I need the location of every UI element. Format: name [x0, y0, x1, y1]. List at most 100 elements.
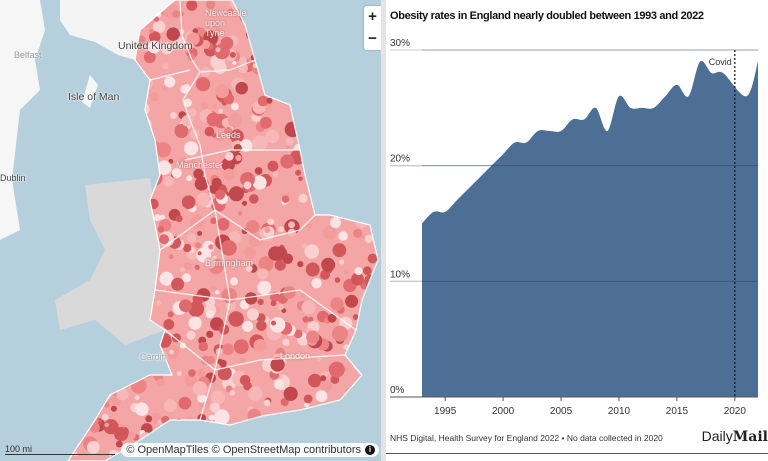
choropleth-area	[308, 21, 313, 26]
choropleth-area	[68, 204, 73, 213]
choropleth-area	[206, 330, 214, 338]
choropleth-area	[354, 101, 364, 111]
choropleth-area	[352, 358, 365, 371]
choropleth-area	[188, 301, 204, 317]
choropleth-area	[348, 171, 358, 181]
choropleth-area	[161, 85, 168, 91]
ireland-land	[0, 0, 45, 240]
choropleth-area	[161, 42, 174, 55]
attribution-text[interactable]: © OpenMapTiles © OpenStreetMap contribut…	[126, 444, 361, 456]
choropleth-area	[334, 209, 341, 216]
choropleth-area	[264, 0, 275, 7]
choropleth-area	[363, 336, 378, 352]
choropleth-area	[351, 132, 367, 148]
logo-mail: Mail	[732, 429, 768, 445]
choropleth-area	[116, 388, 129, 401]
choropleth-area	[336, 10, 344, 18]
choropleth-area	[174, 124, 189, 138]
choropleth-area	[353, 228, 363, 238]
choropleth-area	[139, 119, 147, 127]
choropleth-area	[328, 186, 338, 196]
choropleth-area	[370, 97, 378, 106]
choropleth-area	[363, 186, 378, 200]
zoom-in-button[interactable]: +	[368, 8, 377, 25]
choropleth-area	[114, 124, 127, 136]
choropleth-area	[209, 402, 220, 413]
x-tick-label: 2020	[724, 406, 747, 417]
choropleth-area	[162, 176, 174, 187]
choropleth-area	[115, 370, 129, 383]
choropleth-area	[301, 122, 314, 135]
choropleth-area	[364, 79, 370, 85]
choropleth-area	[110, 71, 124, 86]
choropleth-area	[252, 175, 267, 190]
choropleth-area	[57, 271, 68, 282]
choropleth-area	[75, 407, 89, 421]
choropleth-area	[92, 358, 107, 374]
area-chart: 0% 10% 20% 30% 1995 2000 2005 2010 2015 2020 Covid	[390, 38, 758, 417]
choropleth-area	[193, 168, 204, 180]
choropleth-area	[233, 144, 242, 153]
choropleth-area	[116, 138, 121, 143]
choropleth-area	[135, 345, 141, 351]
choropleth-area	[239, 374, 251, 386]
choropleth-area	[104, 73, 119, 89]
choropleth-area	[211, 177, 222, 188]
choropleth-area	[312, 125, 322, 135]
choropleth-area	[281, 22, 294, 35]
info-icon[interactable]: i	[365, 445, 375, 455]
zoom-out-button[interactable]: −	[368, 30, 377, 47]
choropleth-area	[188, 316, 202, 330]
choropleth-area	[297, 133, 309, 145]
choropleth-area	[351, 272, 364, 286]
choropleth-area	[82, 335, 96, 349]
choropleth-area	[309, 56, 318, 65]
choropleth-area	[194, 176, 209, 191]
choropleth-area	[172, 418, 186, 432]
choropleth-area	[327, 313, 337, 323]
choropleth-area	[82, 63, 89, 70]
choropleth-area	[58, 254, 66, 262]
choropleth-area	[196, 192, 210, 207]
zoom-control: + −	[364, 6, 381, 50]
obesity-map[interactable]: Newcastle upon Tyne United Kingdom Belfa…	[0, 0, 381, 461]
choropleth-area	[68, 202, 69, 215]
choropleth-area	[187, 233, 197, 243]
choropleth-area	[110, 405, 117, 412]
choropleth-area	[210, 217, 218, 225]
choropleth-area	[233, 339, 249, 354]
choropleth-area	[267, 218, 275, 226]
choropleth-area	[352, 73, 360, 80]
choropleth-area	[110, 154, 126, 170]
choropleth-area	[325, 129, 342, 146]
choropleth-area	[349, 141, 359, 151]
choropleth-area	[256, 320, 267, 332]
choropleth-area	[77, 348, 90, 361]
choropleth-area	[266, 67, 278, 79]
choropleth-area	[129, 109, 139, 118]
choropleth-area	[347, 13, 360, 25]
choropleth-area	[268, 246, 283, 261]
choropleth-area	[338, 65, 349, 77]
choropleth-area	[303, 0, 317, 14]
choropleth-area	[68, 386, 73, 392]
choropleth-area	[54, 139, 66, 151]
choropleth-area	[157, 226, 165, 233]
choropleth-area	[221, 240, 237, 256]
choropleth-area	[55, 220, 65, 230]
choropleth-area	[317, 78, 326, 87]
choropleth-area	[76, 160, 84, 168]
choropleth-area	[216, 218, 230, 231]
choropleth-area	[254, 167, 263, 175]
choropleth-area	[210, 285, 217, 292]
choropleth-area	[60, 87, 64, 91]
choropleth-area	[68, 259, 69, 273]
choropleth-area	[68, 30, 69, 37]
choropleth-area	[196, 368, 205, 377]
choropleth-area	[139, 364, 153, 379]
choropleth-area	[333, 133, 345, 145]
choropleth-area	[68, 256, 75, 263]
choropleth-area	[354, 144, 362, 152]
choropleth-area	[362, 145, 378, 161]
choropleth-area	[201, 39, 211, 49]
